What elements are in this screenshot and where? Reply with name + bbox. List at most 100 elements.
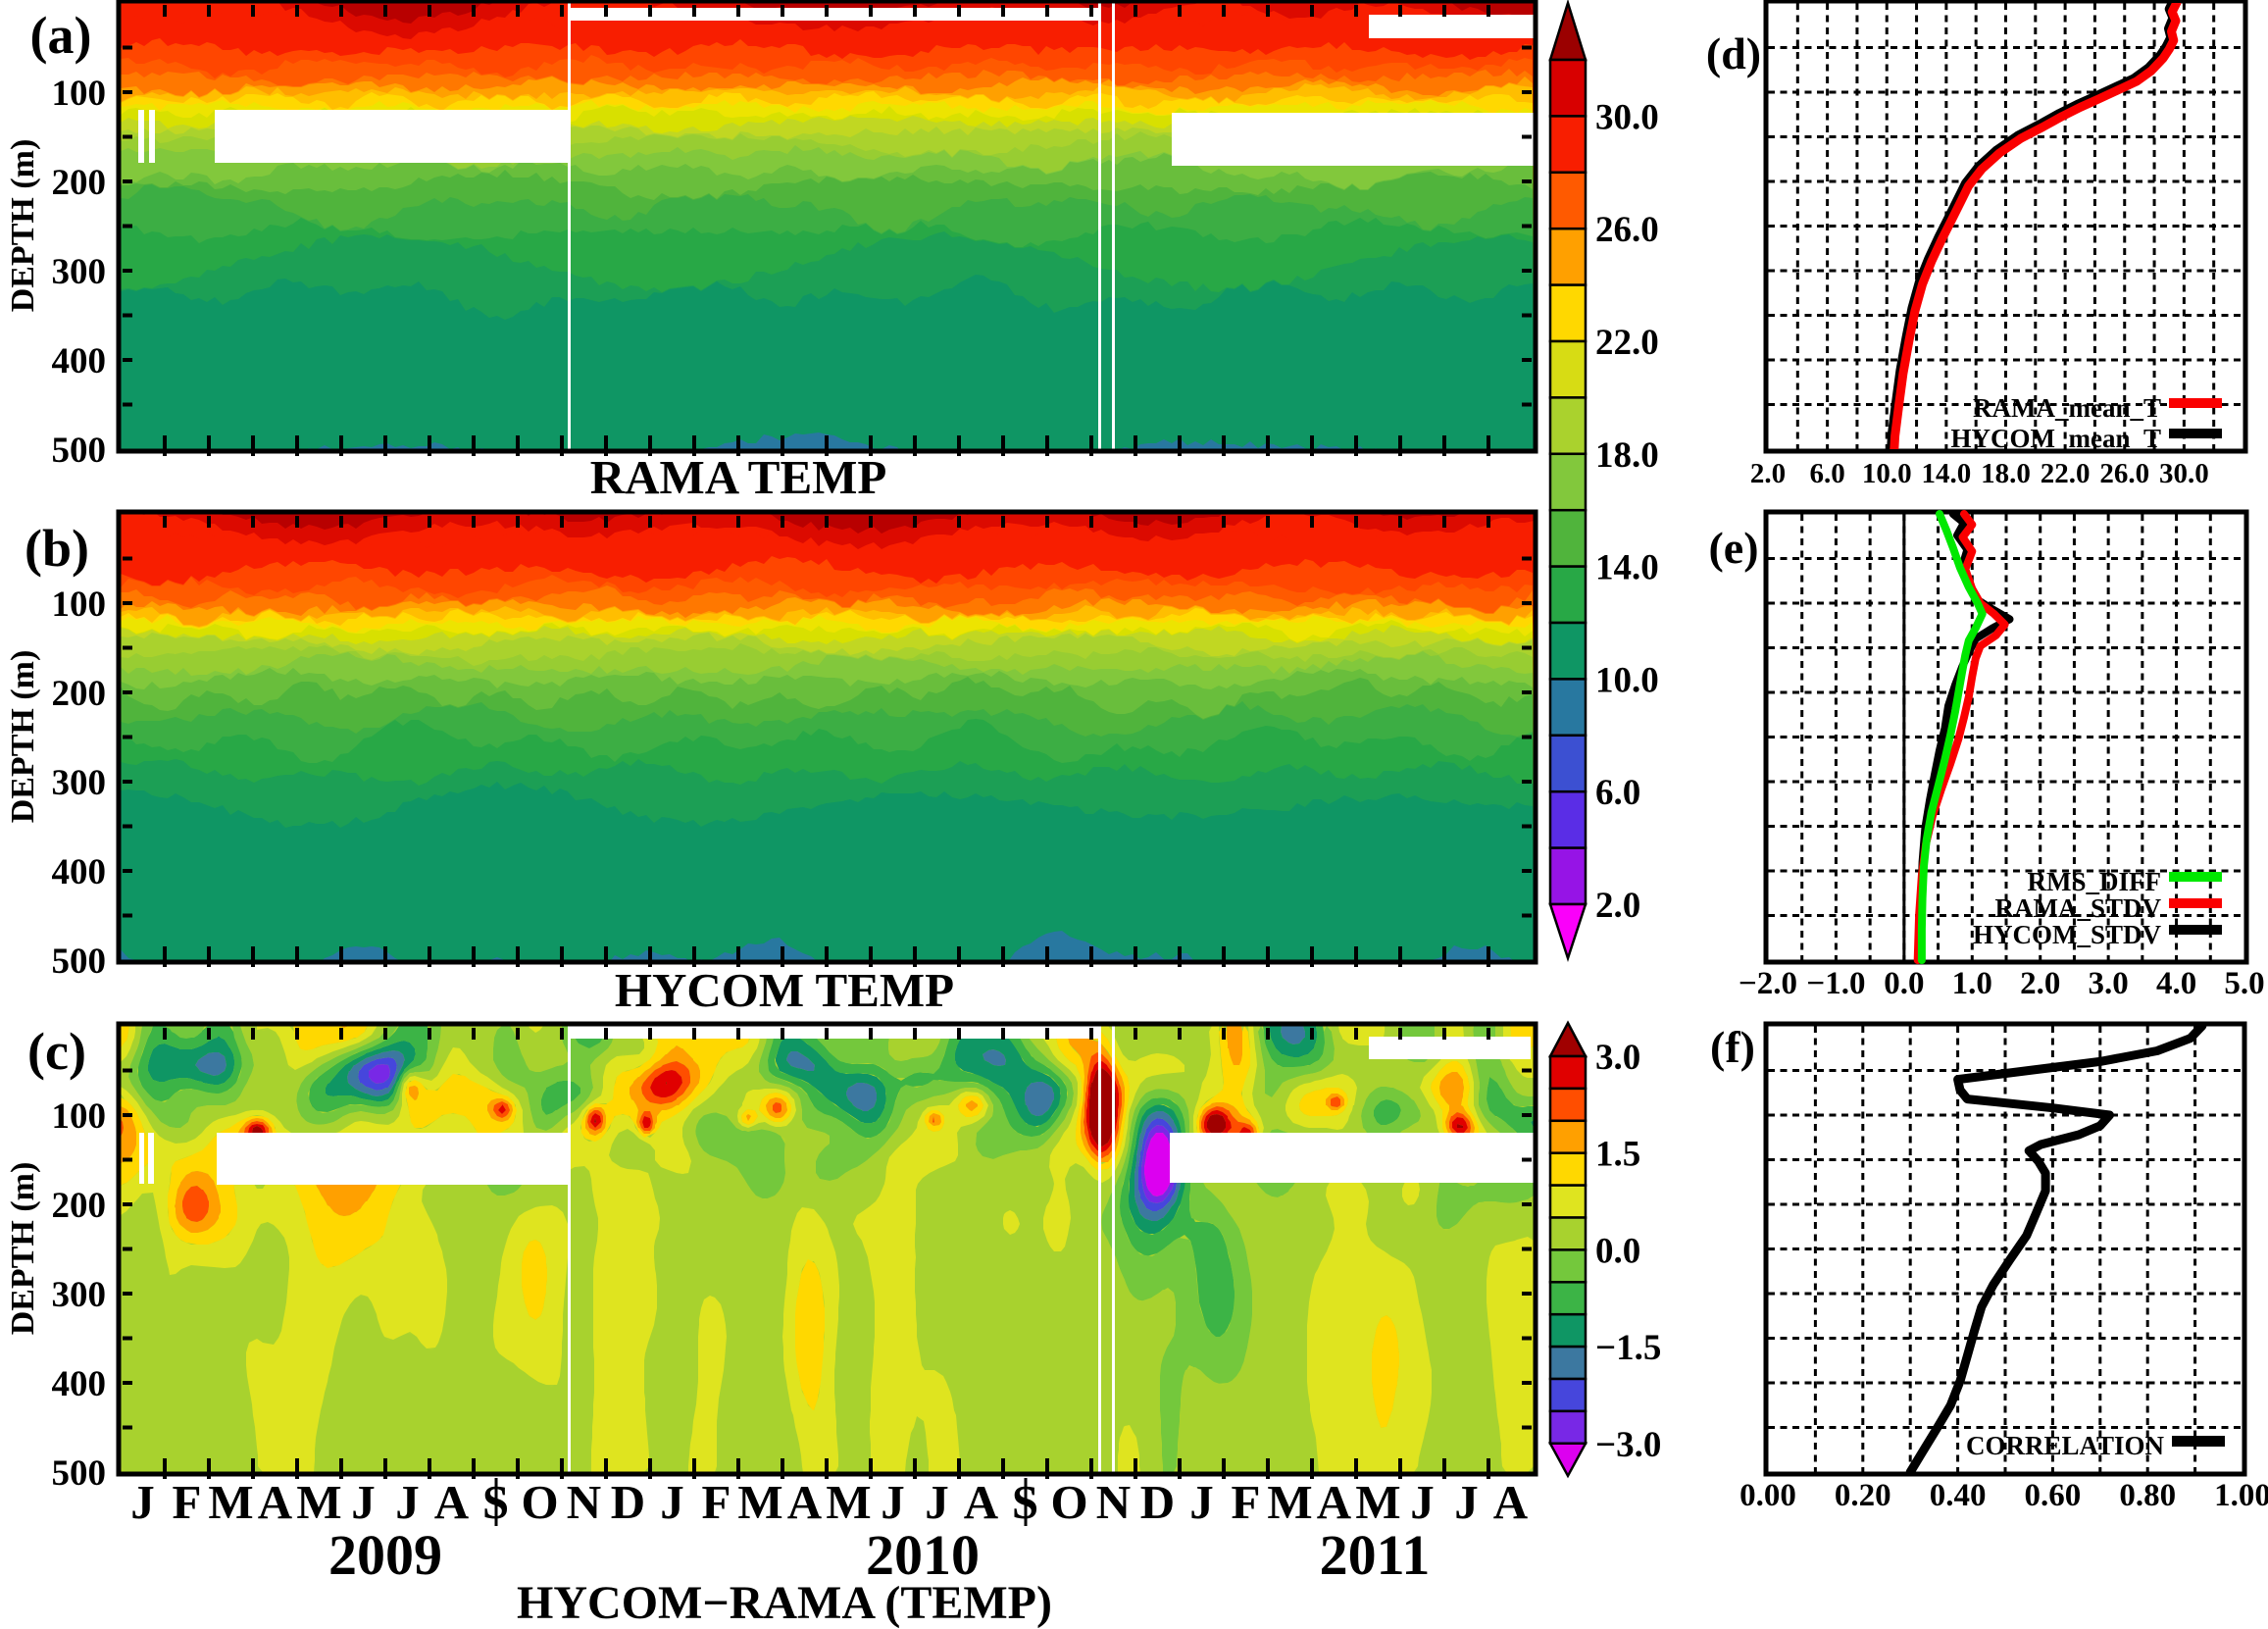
svg-text:400: 400 (52, 341, 107, 382)
svg-text:J: J (660, 1475, 684, 1529)
svg-text:300: 300 (52, 252, 107, 292)
svg-text:1.00: 1.00 (2214, 1478, 2268, 1513)
svg-text:22.0: 22.0 (1595, 323, 1659, 363)
svg-text:3.0: 3.0 (1595, 1038, 1640, 1078)
svg-text:0.60: 0.60 (2025, 1478, 2082, 1513)
svg-text:J: J (1454, 1475, 1479, 1529)
svg-text:100: 100 (52, 585, 107, 625)
svg-text:−3.0: −3.0 (1595, 1425, 1661, 1465)
svg-text:F: F (173, 1475, 202, 1529)
svg-text:A: A (434, 1475, 470, 1529)
svg-text:10.0: 10.0 (1595, 660, 1659, 700)
svg-text:500: 500 (52, 431, 107, 471)
svg-text:400: 400 (52, 1364, 107, 1404)
svg-text:A: A (964, 1475, 999, 1529)
svg-text:(c): (c) (27, 1022, 86, 1081)
svg-text:2010: 2010 (866, 1523, 980, 1587)
svg-text:J: J (1189, 1475, 1214, 1529)
svg-text:O: O (1050, 1475, 1087, 1529)
svg-text:(f): (f) (1710, 1022, 1755, 1072)
svg-text:200: 200 (52, 1186, 107, 1226)
svg-text:A: A (258, 1475, 293, 1529)
svg-text:CORRELATION: CORRELATION (1966, 1431, 2165, 1460)
svg-text:DEPTH (m): DEPTH (m) (5, 650, 41, 824)
svg-text:22.0: 22.0 (2041, 458, 2091, 489)
svg-text:F: F (1232, 1475, 1261, 1529)
svg-text:0.40: 0.40 (1930, 1478, 1987, 1513)
svg-text:300: 300 (52, 1275, 107, 1315)
svg-text:J: J (1410, 1475, 1435, 1529)
svg-text:18.0: 18.0 (1595, 435, 1659, 476)
svg-text:M: M (208, 1475, 253, 1529)
svg-text:HYCOM−RAMA (TEMP): HYCOM−RAMA (TEMP) (517, 1577, 1052, 1629)
svg-text:M: M (1355, 1475, 1400, 1529)
svg-text:100: 100 (52, 1096, 107, 1137)
svg-text:N: N (1096, 1475, 1131, 1529)
svg-text:400: 400 (52, 852, 107, 892)
svg-text:M: M (1267, 1475, 1312, 1529)
svg-text:DEPTH (m): DEPTH (m) (5, 1162, 41, 1336)
svg-text:3.0: 3.0 (2089, 966, 2129, 1001)
svg-text:J: J (395, 1475, 420, 1529)
svg-text:D: D (611, 1475, 645, 1529)
svg-text:(a): (a) (30, 6, 92, 65)
svg-text:0.20: 0.20 (1835, 1478, 1891, 1513)
svg-text:DEPTH (m): DEPTH (m) (5, 139, 41, 313)
svg-text:5.0: 5.0 (2224, 966, 2264, 1001)
svg-text:HYCOM TEMP: HYCOM TEMP (615, 963, 954, 1017)
svg-text:200: 200 (52, 163, 107, 203)
svg-text:10.0: 10.0 (1862, 458, 1912, 489)
svg-text:500: 500 (52, 942, 107, 982)
svg-text:14.0: 14.0 (1921, 458, 1971, 489)
svg-text:RAMA_mean_T: RAMA_mean_T (1973, 393, 2161, 423)
svg-text:RAMA TEMP: RAMA TEMP (590, 450, 887, 504)
svg-text:RMS_DIFF: RMS_DIFF (2028, 867, 2162, 896)
svg-text:30.0: 30.0 (2159, 458, 2209, 489)
svg-text:(e): (e) (1708, 523, 1758, 573)
svg-text:18.0: 18.0 (1981, 458, 2031, 489)
svg-text:26.0: 26.0 (1595, 210, 1659, 250)
svg-text:300: 300 (52, 763, 107, 803)
svg-text:HYCOM_STDV: HYCOM_STDV (1973, 920, 2162, 949)
svg-text:M: M (296, 1475, 341, 1529)
svg-text:1.0: 1.0 (1952, 966, 1992, 1001)
svg-text:2009: 2009 (328, 1523, 442, 1587)
svg-text:26.0: 26.0 (2099, 458, 2149, 489)
svg-text:F: F (702, 1475, 731, 1529)
svg-text:A: A (1493, 1475, 1529, 1529)
svg-text:500: 500 (52, 1453, 107, 1494)
svg-text:6.0: 6.0 (1809, 458, 1844, 489)
svg-text:1.5: 1.5 (1595, 1135, 1640, 1175)
svg-text:A: A (1317, 1475, 1352, 1529)
svg-text:2.0: 2.0 (2020, 966, 2060, 1001)
svg-text:−1.5: −1.5 (1595, 1328, 1661, 1368)
svg-text:14.0: 14.0 (1595, 548, 1659, 588)
svg-text:M: M (737, 1475, 782, 1529)
svg-text:J: J (881, 1475, 905, 1529)
svg-text:D: D (1140, 1475, 1175, 1529)
svg-text:100: 100 (52, 74, 107, 114)
svg-text:2.0: 2.0 (1595, 886, 1640, 926)
svg-text:J: J (130, 1475, 155, 1529)
svg-text:200: 200 (52, 674, 107, 714)
svg-text:RAMA_STDV: RAMA_STDV (1994, 893, 2161, 923)
svg-text:6.0: 6.0 (1595, 773, 1640, 813)
svg-text:J: J (351, 1475, 376, 1529)
svg-text:2011: 2011 (1320, 1523, 1431, 1587)
svg-text:0.00: 0.00 (1739, 1478, 1796, 1513)
svg-text:4.0: 4.0 (2156, 966, 2196, 1001)
svg-text:A: A (787, 1475, 823, 1529)
svg-text:2.0: 2.0 (1750, 458, 1786, 489)
svg-text:0.0: 0.0 (1595, 1231, 1640, 1271)
svg-text:HYCOM_mean_T: HYCOM_mean_T (1951, 424, 2161, 453)
svg-text:N: N (567, 1475, 601, 1529)
svg-text:(b): (b) (25, 519, 89, 578)
svg-text:M: M (826, 1475, 871, 1529)
svg-text:(d): (d) (1706, 28, 1761, 78)
svg-text:0.0: 0.0 (1884, 966, 1924, 1001)
svg-text:30.0: 30.0 (1595, 97, 1659, 137)
svg-text:0.80: 0.80 (2119, 1478, 2176, 1513)
svg-text:O: O (521, 1475, 558, 1529)
svg-text:J: J (925, 1475, 949, 1529)
svg-text:−2.0: −2.0 (1739, 966, 1797, 1001)
